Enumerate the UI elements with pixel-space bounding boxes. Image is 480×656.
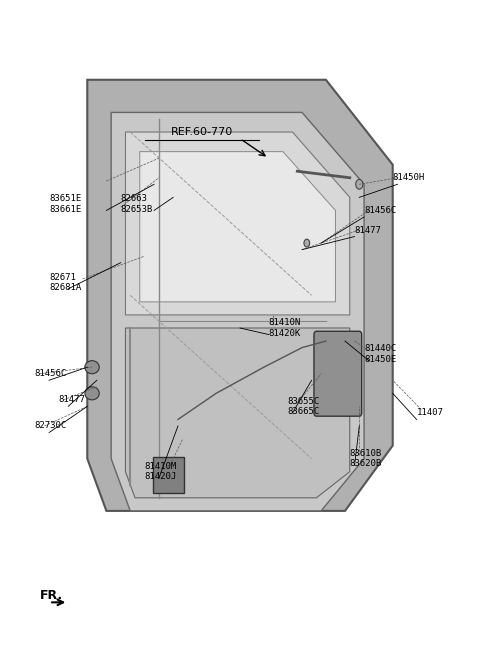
Text: 81410N
81420K: 81410N 81420K	[269, 318, 301, 338]
FancyBboxPatch shape	[153, 457, 184, 493]
Text: 83651E
83661E: 83651E 83661E	[49, 194, 82, 214]
Text: 81450H: 81450H	[393, 173, 425, 182]
Ellipse shape	[356, 179, 363, 189]
Polygon shape	[140, 152, 336, 302]
Text: 82663
82653B: 82663 82653B	[120, 194, 153, 214]
Text: 83655C
83665C: 83655C 83665C	[288, 397, 320, 416]
Text: 82730C: 82730C	[35, 422, 67, 430]
Text: REF.60-770: REF.60-770	[171, 127, 233, 137]
Text: 81440C
81450E: 81440C 81450E	[364, 344, 396, 364]
Polygon shape	[125, 328, 350, 498]
Polygon shape	[125, 132, 350, 315]
Polygon shape	[111, 112, 364, 511]
Text: 11407: 11407	[417, 409, 444, 417]
Ellipse shape	[85, 361, 99, 374]
Text: 81456C: 81456C	[364, 206, 396, 215]
Text: 81477: 81477	[355, 226, 382, 234]
Text: 83610B
83620B: 83610B 83620B	[350, 449, 382, 468]
FancyBboxPatch shape	[314, 331, 362, 416]
Text: FR.: FR.	[39, 589, 63, 602]
Text: 81456C: 81456C	[35, 369, 67, 379]
Polygon shape	[87, 80, 393, 511]
Text: 81410M
81420J: 81410M 81420J	[144, 462, 177, 482]
Ellipse shape	[85, 387, 99, 400]
Text: 81477: 81477	[59, 396, 85, 404]
Text: 82671
82681A: 82671 82681A	[49, 273, 82, 292]
Ellipse shape	[304, 239, 310, 247]
